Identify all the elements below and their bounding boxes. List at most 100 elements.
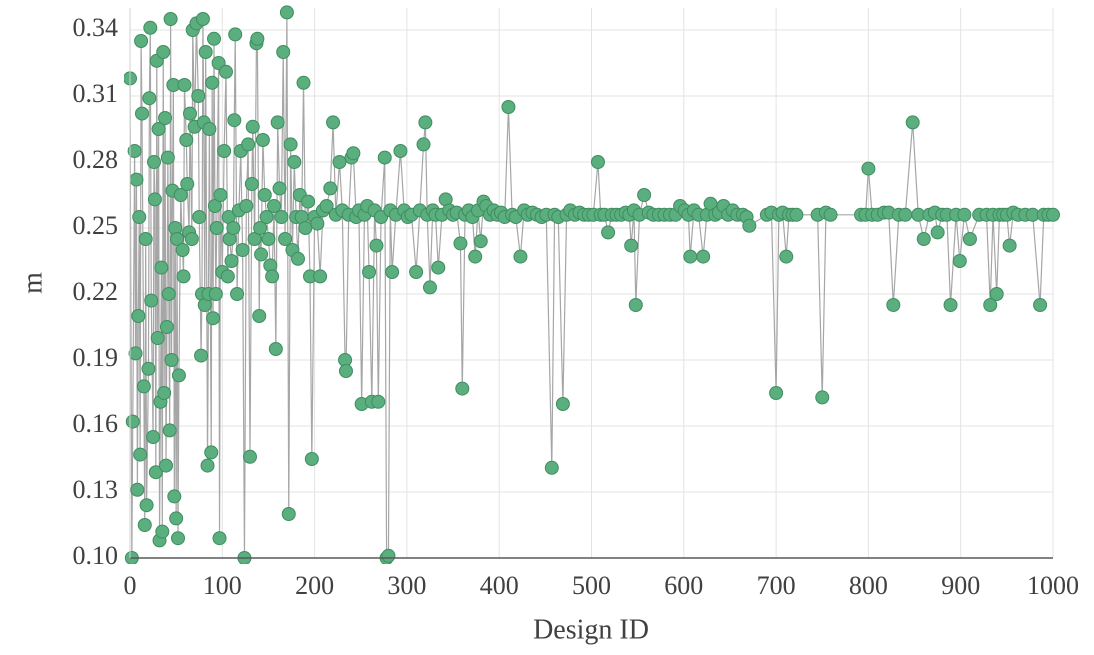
data-point xyxy=(125,414,140,429)
data-point xyxy=(628,298,643,312)
data-point xyxy=(247,232,262,246)
data-point xyxy=(779,249,794,264)
data-point xyxy=(409,265,424,279)
data-point xyxy=(930,225,945,240)
data-point xyxy=(230,287,245,301)
data-point xyxy=(385,265,400,279)
y-tick-label: 0.19 xyxy=(73,343,119,372)
data-point xyxy=(455,381,470,396)
data-point xyxy=(209,221,224,235)
data-point xyxy=(226,221,241,235)
data-point xyxy=(144,293,159,308)
data-point xyxy=(192,210,207,224)
data-point xyxy=(162,423,177,438)
data-point xyxy=(279,5,294,20)
data-point xyxy=(513,249,528,264)
data-point xyxy=(742,218,757,233)
data-point xyxy=(129,172,144,187)
data-point xyxy=(268,342,283,356)
data-point xyxy=(252,309,267,323)
data-point xyxy=(544,460,559,475)
data-point xyxy=(338,364,353,378)
data-point xyxy=(146,430,161,444)
data-point xyxy=(319,199,334,213)
data-point xyxy=(886,298,901,312)
x-tick-label: 700 xyxy=(757,571,796,600)
y-tick-label: 0.10 xyxy=(73,541,119,570)
y-tick-label: 0.28 xyxy=(73,145,119,174)
data-point xyxy=(346,146,361,161)
data-point xyxy=(159,458,173,473)
data-point xyxy=(235,243,250,257)
data-point xyxy=(160,150,175,165)
data-point xyxy=(217,144,232,158)
data-point xyxy=(205,75,220,90)
data-point xyxy=(431,260,446,275)
x-tick-label: 200 xyxy=(295,571,334,600)
data-point xyxy=(301,194,316,209)
axes: 0.10 0.13 0.16 0.19 0.22 0.25 0.28 0.31 0.34 0 100… xyxy=(73,8,1079,600)
data-point xyxy=(943,298,958,312)
data-point xyxy=(137,518,152,532)
data-point xyxy=(310,216,325,231)
data-point xyxy=(133,447,148,462)
data-point xyxy=(213,188,228,202)
data-point xyxy=(167,489,182,504)
data-point xyxy=(141,361,156,376)
data-point xyxy=(473,234,488,249)
data-point xyxy=(769,386,784,400)
data-point xyxy=(128,346,143,361)
data-point xyxy=(696,249,711,264)
data-point xyxy=(206,311,221,326)
data-point xyxy=(287,155,302,169)
data-point xyxy=(422,280,437,295)
data-point xyxy=(1033,298,1048,312)
x-axis-title: Design ID xyxy=(533,614,649,645)
data-point xyxy=(180,177,195,191)
data-point xyxy=(175,243,190,257)
data-point xyxy=(983,298,998,312)
data-point xyxy=(296,75,311,90)
y-tick-label: 0.34 xyxy=(73,13,119,42)
data-point xyxy=(957,207,972,222)
data-point xyxy=(242,449,257,464)
data-point xyxy=(272,181,287,196)
data-point xyxy=(207,199,222,213)
data-point xyxy=(253,221,268,235)
data-point xyxy=(637,188,652,202)
data-point xyxy=(224,254,239,268)
data-point xyxy=(266,199,281,213)
data-point xyxy=(177,78,192,92)
y-tick-label: 0.25 xyxy=(73,211,119,240)
data-point xyxy=(989,287,1004,301)
data-point xyxy=(304,452,319,466)
y-tick-label: 0.13 xyxy=(73,475,119,504)
data-point xyxy=(468,249,483,264)
data-point xyxy=(164,353,179,367)
data-point xyxy=(257,188,272,202)
data-point xyxy=(393,144,408,158)
data-point xyxy=(1046,207,1060,222)
data-point xyxy=(278,232,293,246)
data-point xyxy=(208,287,223,301)
data-point xyxy=(601,225,616,240)
y-tick-label: 0.22 xyxy=(73,277,119,306)
data-point xyxy=(789,207,804,222)
data-point xyxy=(134,34,149,48)
x-tick-label: 1000 xyxy=(1027,571,1079,600)
data-point xyxy=(823,207,838,222)
data-point xyxy=(453,236,468,251)
data-point xyxy=(173,188,188,202)
data-point xyxy=(590,155,605,169)
data-point xyxy=(265,269,280,284)
x-tick-label: 900 xyxy=(941,571,980,600)
data-point xyxy=(136,379,151,394)
data-point xyxy=(332,155,347,169)
x-tick-label: 600 xyxy=(664,571,703,600)
data-point xyxy=(202,122,217,136)
data-point xyxy=(138,232,153,246)
data-point xyxy=(194,348,209,363)
data-point xyxy=(150,331,165,345)
data-point xyxy=(624,238,639,253)
